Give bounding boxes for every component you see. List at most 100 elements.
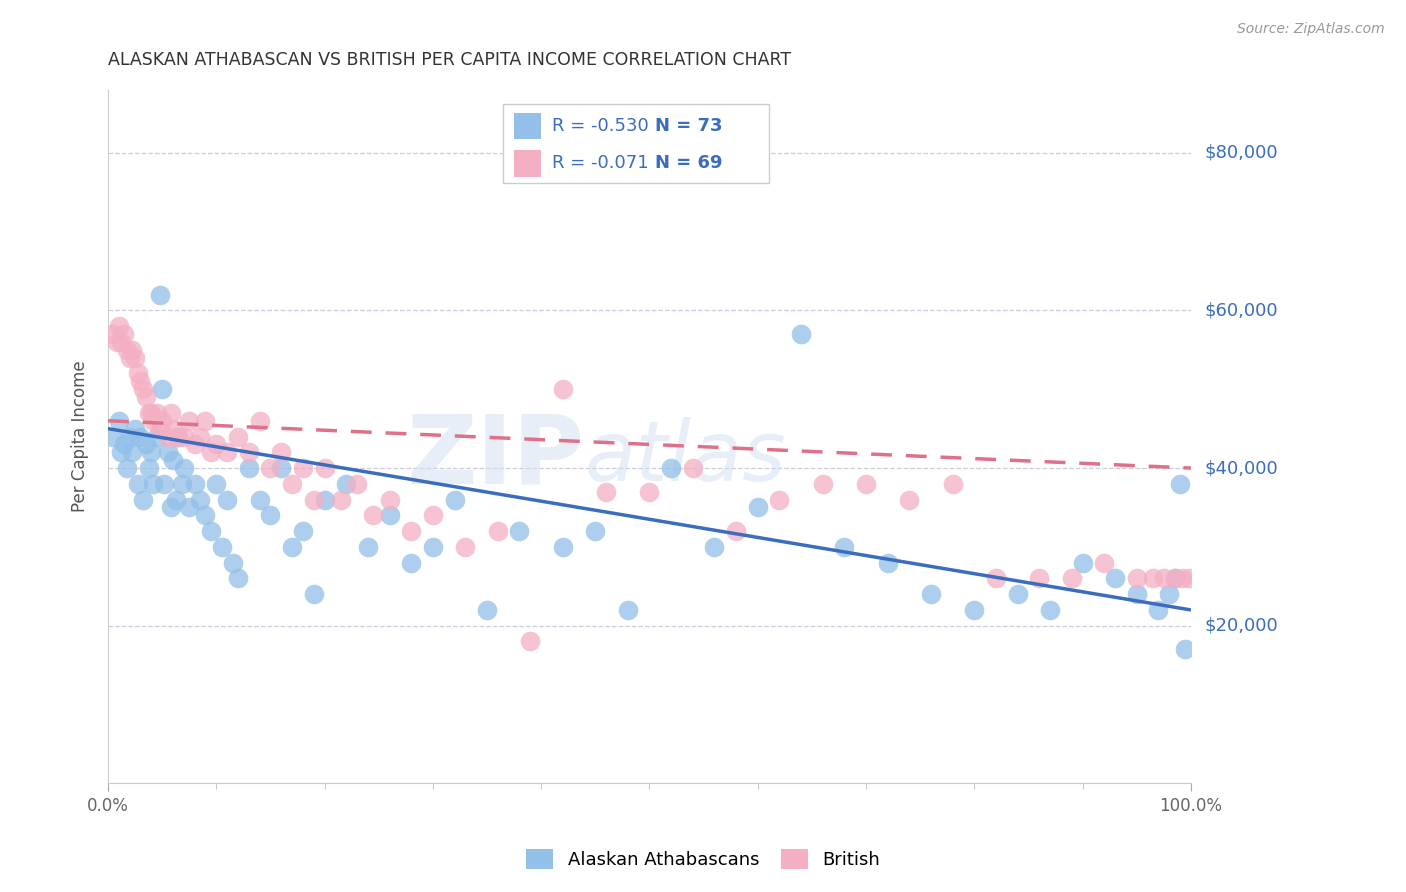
- Point: [422, 540, 444, 554]
- Point: [249, 414, 271, 428]
- Point: [141, 445, 163, 459]
- Text: Source: ZipAtlas.com: Source: ZipAtlas.com: [1237, 22, 1385, 37]
- Point: [167, 429, 190, 443]
- Point: [1174, 642, 1197, 657]
- Bar: [515, 150, 541, 177]
- Point: [108, 414, 131, 428]
- Point: [156, 445, 179, 459]
- Point: [110, 445, 132, 459]
- Point: [135, 390, 157, 404]
- Point: [131, 382, 153, 396]
- Point: [188, 429, 211, 443]
- Point: [211, 540, 233, 554]
- Point: [150, 414, 173, 428]
- Point: [117, 461, 139, 475]
- Point: [135, 437, 157, 451]
- Point: [138, 406, 160, 420]
- Point: [112, 326, 135, 341]
- Point: [595, 484, 617, 499]
- Point: [170, 476, 193, 491]
- Point: [179, 414, 201, 428]
- Point: [281, 540, 304, 554]
- Point: [314, 492, 336, 507]
- Point: [1142, 571, 1164, 585]
- Point: [124, 422, 146, 436]
- Point: [183, 476, 205, 491]
- Point: [221, 556, 243, 570]
- Point: [357, 540, 380, 554]
- Point: [103, 429, 125, 443]
- Point: [1104, 571, 1126, 585]
- Point: [173, 429, 195, 443]
- Point: [475, 603, 498, 617]
- Point: [217, 445, 239, 459]
- Point: [167, 429, 190, 443]
- Point: [963, 603, 986, 617]
- Point: [454, 540, 477, 554]
- Point: [162, 453, 184, 467]
- Point: [194, 414, 217, 428]
- Point: [105, 334, 128, 349]
- Point: [226, 429, 249, 443]
- Point: [129, 429, 152, 443]
- Text: ZIP: ZIP: [406, 411, 585, 504]
- Point: [159, 500, 181, 515]
- Text: N = 69: N = 69: [655, 154, 723, 172]
- Point: [142, 476, 165, 491]
- Point: [127, 367, 149, 381]
- Text: ALASKAN ATHABASCAN VS BRITISH PER CAPITA INCOME CORRELATION CHART: ALASKAN ATHABASCAN VS BRITISH PER CAPITA…: [108, 51, 792, 69]
- Y-axis label: Per Capita Income: Per Capita Income: [72, 360, 89, 512]
- Point: [205, 476, 228, 491]
- Point: [1092, 556, 1115, 570]
- Point: [1163, 571, 1185, 585]
- FancyBboxPatch shape: [503, 103, 769, 184]
- Point: [110, 334, 132, 349]
- Point: [659, 461, 682, 475]
- Point: [942, 476, 965, 491]
- Point: [790, 326, 813, 341]
- Point: [291, 524, 314, 538]
- Point: [1060, 571, 1083, 585]
- Point: [156, 429, 179, 443]
- Point: [583, 524, 606, 538]
- Point: [1125, 571, 1147, 585]
- Text: N = 73: N = 73: [655, 117, 723, 135]
- Point: [145, 406, 167, 420]
- Point: [259, 461, 281, 475]
- Point: [1168, 476, 1191, 491]
- Point: [238, 461, 260, 475]
- Point: [346, 476, 368, 491]
- Point: [443, 492, 465, 507]
- Point: [1125, 587, 1147, 601]
- Point: [112, 437, 135, 451]
- Point: [145, 429, 167, 443]
- Point: [149, 422, 172, 436]
- Point: [1071, 556, 1094, 570]
- Point: [141, 406, 163, 420]
- Point: [834, 540, 856, 554]
- Point: [378, 492, 401, 507]
- Text: $80,000: $80,000: [1205, 144, 1278, 161]
- Point: [329, 492, 352, 507]
- Point: [173, 461, 195, 475]
- Point: [638, 484, 661, 499]
- Point: [259, 508, 281, 523]
- Point: [121, 343, 143, 357]
- Point: [725, 524, 748, 538]
- Point: [165, 492, 187, 507]
- Point: [335, 476, 357, 491]
- Bar: [515, 112, 541, 139]
- Point: [1177, 571, 1199, 585]
- Point: [551, 540, 574, 554]
- Point: [270, 461, 292, 475]
- Point: [291, 461, 314, 475]
- Point: [249, 492, 271, 507]
- Point: [162, 422, 184, 436]
- Point: [103, 326, 125, 341]
- Point: [486, 524, 509, 538]
- Point: [768, 492, 790, 507]
- Point: [1039, 603, 1062, 617]
- Point: [1171, 571, 1194, 585]
- Point: [238, 445, 260, 459]
- Text: $60,000: $60,000: [1205, 301, 1278, 319]
